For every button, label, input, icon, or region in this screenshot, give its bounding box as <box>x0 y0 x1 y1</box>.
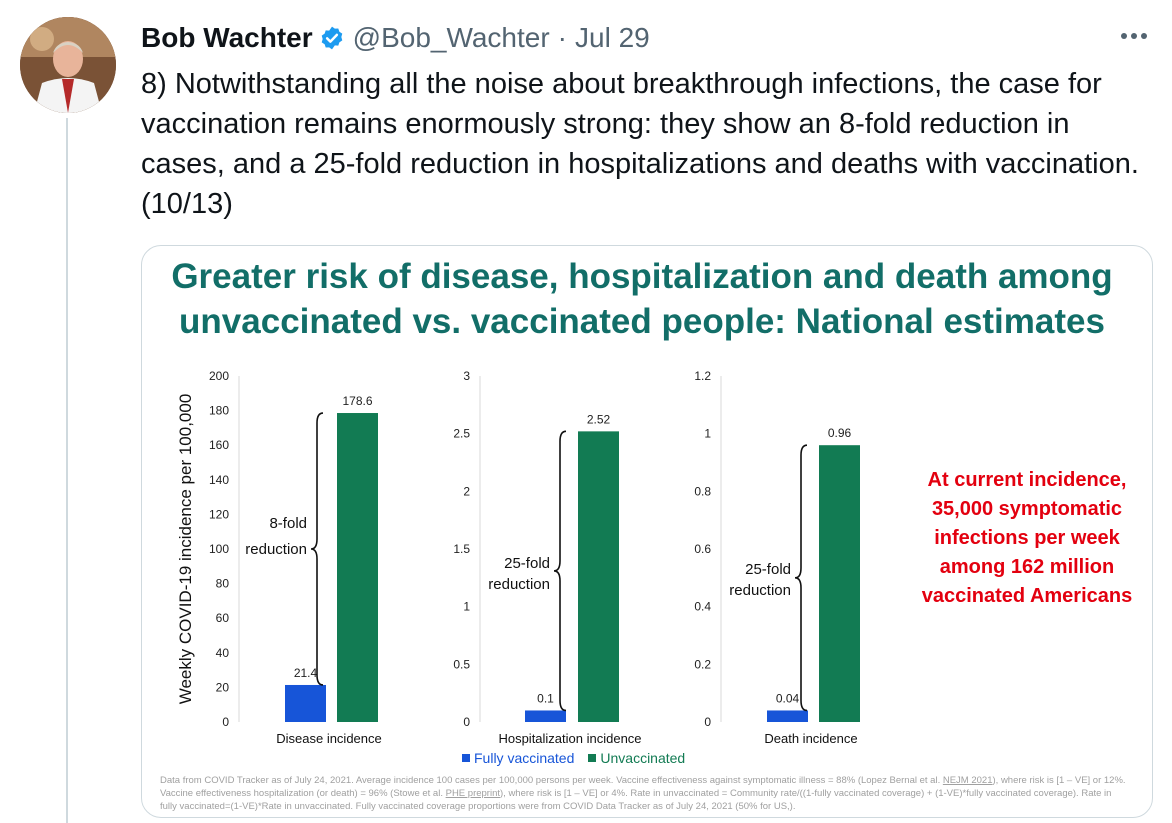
chart-3-data-label: 0.04 <box>776 691 800 705</box>
tweet-text: 8) Notwithstanding all the noise about b… <box>141 68 1139 220</box>
chart-1-bar-unvaccinated <box>337 413 378 722</box>
verified-badge-icon <box>321 26 342 50</box>
more-options-icon[interactable] <box>1118 24 1150 48</box>
footnote-text-2: ), where risk is [1 – VE] or 12%. Vaccin… <box>160 775 1126 799</box>
chart-1-x-label: Disease incidence <box>276 731 382 746</box>
chart-3-y-tick: 1.2 <box>694 369 711 383</box>
chart-y-axis-label: Weekly COVID-19 incidence per 100,000 <box>176 394 195 705</box>
legend-swatch-unvaccinated <box>588 754 597 762</box>
slide-title-line-2: unvaccinated vs. vaccinated people: Nati… <box>179 302 1105 341</box>
chart-legend: Fully vaccinated Unvaccinated <box>462 750 685 766</box>
chart-1-y-tick: 20 <box>216 680 230 694</box>
footnote-link-nejm[interactable]: NEJM 2021 <box>942 775 993 786</box>
chart-1-y-tick: 100 <box>209 542 229 556</box>
incidence-callout: At current incidence, 35,000 symptomatic… <box>921 469 1133 607</box>
chart-2-y-tick: 1 <box>463 600 470 614</box>
chart-1-y-tick: 140 <box>209 473 229 487</box>
chart-2-x-label: Hospitalization incidence <box>498 731 641 746</box>
footnote-link-phe[interactable]: PHE preprint <box>445 788 500 799</box>
tweet-date[interactable]: Jul 29 <box>575 22 650 53</box>
chart-1-y-tick: 80 <box>216 577 230 591</box>
chart-1-y-tick: 160 <box>209 438 229 452</box>
chart-3-bar-fully-vaccinated <box>767 710 808 722</box>
chart-3-y-tick: 1 <box>704 427 711 441</box>
chart-1-fold-bracket <box>310 412 324 686</box>
chart-2-data-label: 0.1 <box>537 691 554 705</box>
chart-2-fold-bracket <box>553 430 567 712</box>
chart-3-bar-unvaccinated <box>819 445 860 722</box>
chart-2-y-tick: 1.5 <box>453 542 470 556</box>
chart-2-annotation: 25-fold <box>504 555 550 572</box>
data-source-footnote: Data from COVID Tracker as of July 24, 2… <box>160 774 1130 813</box>
slide-title-line-1: Greater risk of disease, hospitalization… <box>171 257 1113 296</box>
chart-1-y-tick: 40 <box>216 646 230 660</box>
chart-1-bar-fully-vaccinated <box>285 684 326 722</box>
chart-2-y-tick: 0 <box>463 715 470 729</box>
slide-title: Greater risk of disease, hospitalization… <box>142 254 1142 344</box>
legend-label-unvaccinated: Unvaccinated <box>600 750 686 766</box>
footnote-text-3: ), where risk is [1 – VE] or 4%. Rate in… <box>160 788 1112 812</box>
chart-2-y-tick: 2.5 <box>453 427 470 441</box>
chart-2-bar-fully-vaccinated <box>525 710 566 722</box>
chart-1-y-tick: 60 <box>216 611 230 625</box>
footnote-text-1: Data from COVID Tracker as of July 24, 2… <box>160 775 943 786</box>
chart-2-annotation: reduction <box>488 576 550 593</box>
chart-3-y-tick: 0.4 <box>694 600 711 614</box>
incidence-bar-charts: 02040608010012014016018020021.4178.68-fo… <box>176 369 860 746</box>
tweet-header: Bob Wachter @Bob_Wachter · Jul 29 <box>141 20 650 56</box>
chart-1-y-tick: 0 <box>222 715 229 729</box>
chart-1-data-label: 21.4 <box>294 666 318 680</box>
chart-3-y-tick: 0.2 <box>694 657 711 671</box>
chart-1-y-tick: 120 <box>209 507 229 521</box>
legend-label-fully-vaccinated: Fully vaccinated <box>474 750 575 766</box>
thread-connector-line <box>66 118 68 823</box>
chart-1-annotation: reduction <box>245 541 307 558</box>
tweet-media-image[interactable]: Greater risk of disease, hospitalization… <box>141 245 1153 818</box>
chart-3-fold-bracket <box>794 444 808 712</box>
author-name[interactable]: Bob Wachter <box>141 22 313 53</box>
chart-3-x-label: Death incidence <box>764 731 857 746</box>
chart-2-y-tick: 0.5 <box>453 657 470 671</box>
author-avatar[interactable] <box>20 17 116 113</box>
legend-fully-vaccinated: Fully vaccinated <box>462 750 574 766</box>
legend-swatch-fully-vaccinated <box>462 754 470 762</box>
chart-1-y-tick: 200 <box>209 369 229 383</box>
author-handle[interactable]: @Bob_Wachter <box>352 22 550 53</box>
chart-2-data-label: 2.52 <box>587 412 611 426</box>
chart-3-data-label: 0.96 <box>828 426 852 440</box>
legend-unvaccinated: Unvaccinated <box>588 750 685 766</box>
chart-3-annotation: 25-fold <box>745 561 791 578</box>
chart-3-y-tick: 0.8 <box>694 484 711 498</box>
chart-3-y-tick: 0 <box>704 715 711 729</box>
chart-1-data-label: 178.6 <box>342 394 372 408</box>
avatar-photo <box>20 17 116 113</box>
header-separator: · <box>557 22 567 53</box>
chart-2-y-tick: 3 <box>463 369 470 383</box>
chart-1-annotation: 8-fold <box>269 515 307 532</box>
chart-2-y-tick: 2 <box>463 484 470 498</box>
chart-3-annotation: reduction <box>729 582 791 599</box>
chart-3-y-tick: 0.6 <box>694 542 711 556</box>
chart-2-bar-unvaccinated <box>578 431 619 722</box>
chart-1-y-tick: 180 <box>209 404 229 418</box>
